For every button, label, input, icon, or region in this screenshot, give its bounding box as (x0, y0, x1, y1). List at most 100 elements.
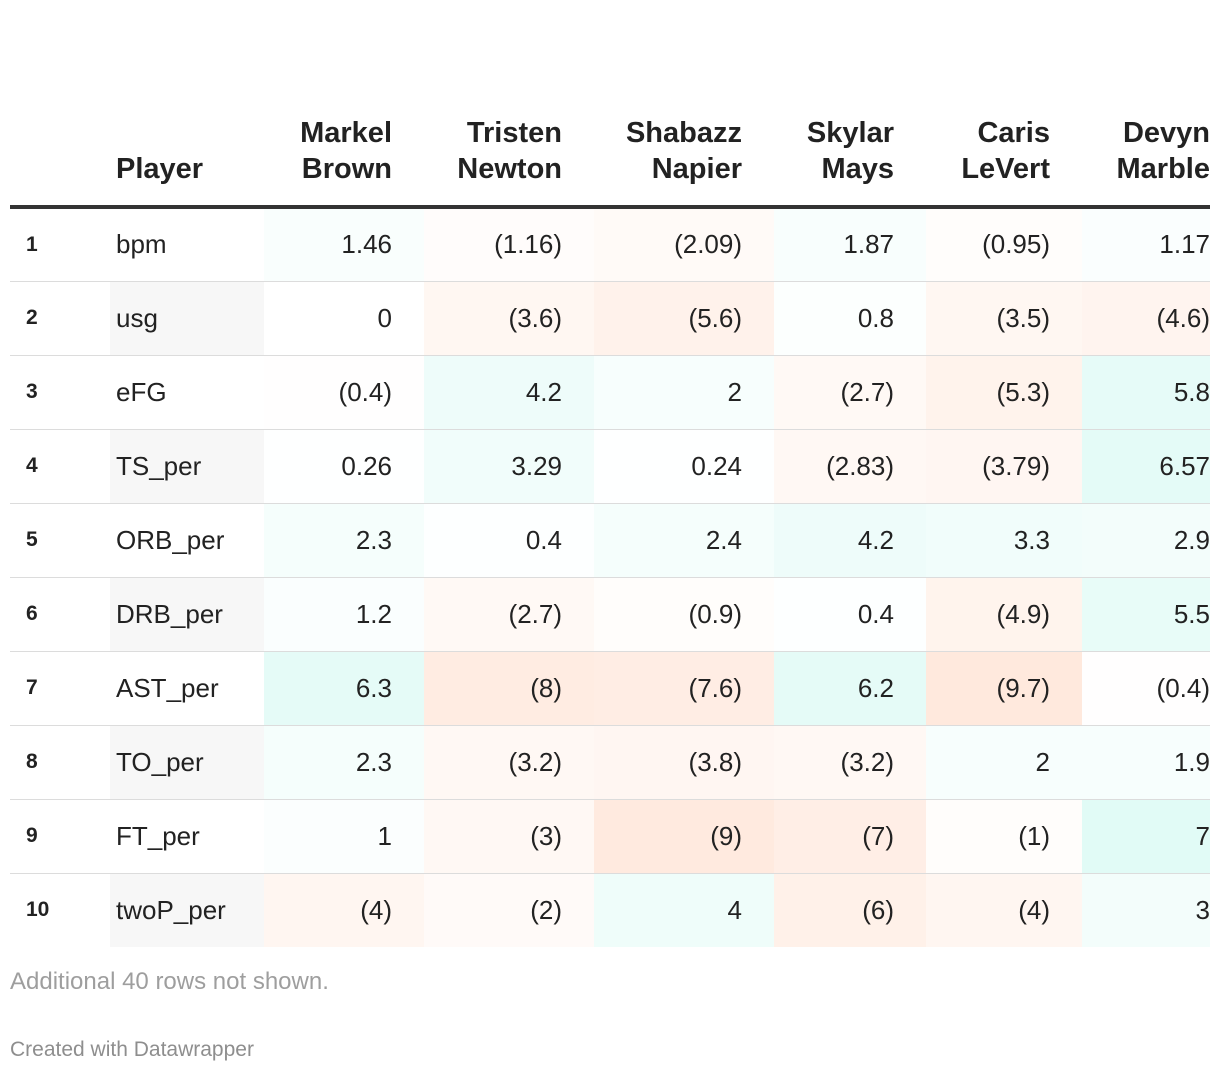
value-cell: 1 (377, 820, 392, 851)
value-cell: (7) (774, 799, 926, 873)
value-cell: (3.6) (424, 281, 594, 355)
table-row: 9 FT_per 1 (3) (9) (7) (1) 7 (10, 799, 1210, 873)
header-player-6-last: Marble (1116, 153, 1210, 185)
header-player-1[interactable]: Markel Brown (264, 0, 424, 209)
table-row: 1 bpm 1.46 (1.16) (2.09) 1.87 (0.95) 1.17 (10, 207, 1210, 281)
header-player-3-first: Shabazz (625, 117, 742, 149)
header-player-1-last: Brown (301, 153, 392, 185)
value-cell: 3.29 (424, 429, 594, 503)
value-cell: (4.6) (1082, 281, 1210, 355)
header-player-4-last: Mays (821, 153, 894, 185)
value-cell: (2.83) (774, 429, 926, 503)
header-player-6-first: Devyn (1122, 117, 1210, 149)
header-player-5-last: LeVert (961, 153, 1050, 185)
credit-link[interactable]: Created with Datawrapper (10, 1038, 254, 1061)
value-cell: (0.4) (1156, 672, 1210, 703)
stat-name: bpm (116, 229, 167, 260)
value-cell: (0.4) (338, 376, 392, 407)
value-cell: 0.4 (525, 524, 562, 555)
stat-name: DRB_per (110, 577, 264, 651)
value-cell: 2.4 (594, 503, 774, 577)
value-cell: 2 (594, 355, 774, 429)
header-player-5-first: Caris (977, 117, 1050, 149)
value-cell: 0.8 (857, 302, 894, 333)
row-index: 7 (26, 676, 38, 699)
value-cell: 6.2 (774, 651, 926, 725)
value-cell: (3.5) (926, 281, 1082, 355)
table-container: Player Markel Brown Tristen Newton Shabazz… (10, 0, 1210, 947)
table-row: 6 DRB_per 1.2 (2.7) (0.9) 0.4 (4.9) 5.5 (10, 577, 1210, 651)
value-cell: (6) (774, 873, 926, 947)
value-cell: 5.5 (1082, 577, 1210, 651)
row-index: 5 (26, 528, 38, 551)
row-index: 8 (26, 750, 38, 773)
value-cell: (5.6) (594, 281, 774, 355)
stat-name: usg (110, 281, 264, 355)
value-cell: (9) (594, 799, 774, 873)
value-cell: 0.24 (691, 450, 742, 481)
value-cell: (9.7) (926, 651, 1082, 725)
table-notes: Additional 40 rows not shown. (10, 968, 329, 995)
value-cell: (2) (424, 873, 594, 947)
value-cell: (3.2) (774, 725, 926, 799)
value-cell: (1) (1018, 820, 1050, 851)
table-row: 3 eFG (0.4) 4.2 2 (2.7) (5.3) 5.8 (10, 355, 1210, 429)
value-cell: 6.57 (1082, 429, 1210, 503)
header-player-2-last: Newton (457, 153, 562, 185)
value-cell: (2.09) (594, 207, 774, 281)
value-cell: 4.2 (424, 355, 594, 429)
header-player-2[interactable]: Tristen Newton (424, 0, 594, 209)
header-player-4-first: Skylar (806, 117, 894, 149)
row-index: 10 (26, 898, 50, 922)
header-player-6[interactable]: Devyn Marble (1082, 0, 1210, 209)
value-cell: (1.16) (424, 207, 594, 281)
stat-name: eFG (116, 376, 167, 407)
value-cell: 2 (926, 725, 1082, 799)
table-row: 2 usg 0 (3.6) (5.6) 0.8 (3.5) (4.6) (10, 281, 1210, 355)
value-cell: 2.9 (1082, 503, 1210, 577)
table-row: 4 TS_per 0.26 3.29 0.24 (2.83) (3.79) 6.57 (10, 429, 1210, 503)
value-cell: (2.7) (774, 355, 926, 429)
header-player-2-first: Tristen (466, 117, 562, 149)
value-cell: (8) (424, 651, 594, 725)
value-cell: (3) (424, 799, 594, 873)
value-cell: (3.79) (926, 429, 1082, 503)
header-player-3-last: Napier (651, 153, 742, 185)
value-cell: 6.3 (264, 651, 424, 725)
row-index: 1 (26, 232, 38, 256)
row-index: 9 (26, 824, 38, 847)
value-cell: 1.17 (1082, 207, 1210, 281)
value-cell: 4.2 (774, 503, 926, 577)
header-row: Player Markel Brown Tristen Newton Shabazz… (10, 0, 1210, 209)
value-cell: (4) (926, 873, 1082, 947)
value-cell: 2.3 (264, 725, 424, 799)
table-row: 5 ORB_per 2.3 0.4 2.4 4.2 3.3 2.9 (10, 503, 1210, 577)
value-cell: (0.9) (688, 598, 742, 629)
value-cell: 7 (1082, 799, 1210, 873)
table-row: 7 AST_per 6.3 (8) (7.6) 6.2 (9.7) (0.4) (10, 651, 1210, 725)
value-cell: (3.8) (594, 725, 774, 799)
row-index: 6 (26, 602, 38, 625)
table-row: 10 twoP_per (4) (2) 4 (6) (4) 3 (10, 873, 1210, 947)
header-player-3[interactable]: Shabazz Napier (594, 0, 774, 209)
stats-table: Player Markel Brown Tristen Newton Shabazz… (10, 0, 1210, 947)
value-cell: 1.46 (264, 207, 424, 281)
value-cell: (0.95) (982, 229, 1050, 260)
row-index: 4 (26, 454, 38, 477)
table-row: 8 TO_per 2.3 (3.2) (3.8) (3.2) 2 1.9 (10, 725, 1210, 799)
stat-name: TS_per (110, 429, 264, 503)
stat-name: AST_per (116, 672, 219, 703)
header-player-label[interactable]: Player (110, 0, 264, 209)
value-cell: 0 (377, 302, 392, 333)
header-player-5[interactable]: Caris LeVert (926, 0, 1082, 209)
value-cell: 1.2 (264, 577, 424, 651)
header-player-1-first: Markel (300, 117, 392, 149)
stat-name: TO_per (110, 725, 264, 799)
value-cell: (4.9) (926, 577, 1082, 651)
header-player-4[interactable]: Skylar Mays (774, 0, 926, 209)
value-cell: 4 (594, 873, 774, 947)
table-body: 1 bpm 1.46 (1.16) (2.09) 1.87 (0.95) 1.17 2 usg 0 (… (10, 207, 1210, 947)
value-cell: 0.26 (341, 450, 392, 481)
row-index: 2 (26, 306, 38, 329)
value-cell: (2.7) (424, 577, 594, 651)
